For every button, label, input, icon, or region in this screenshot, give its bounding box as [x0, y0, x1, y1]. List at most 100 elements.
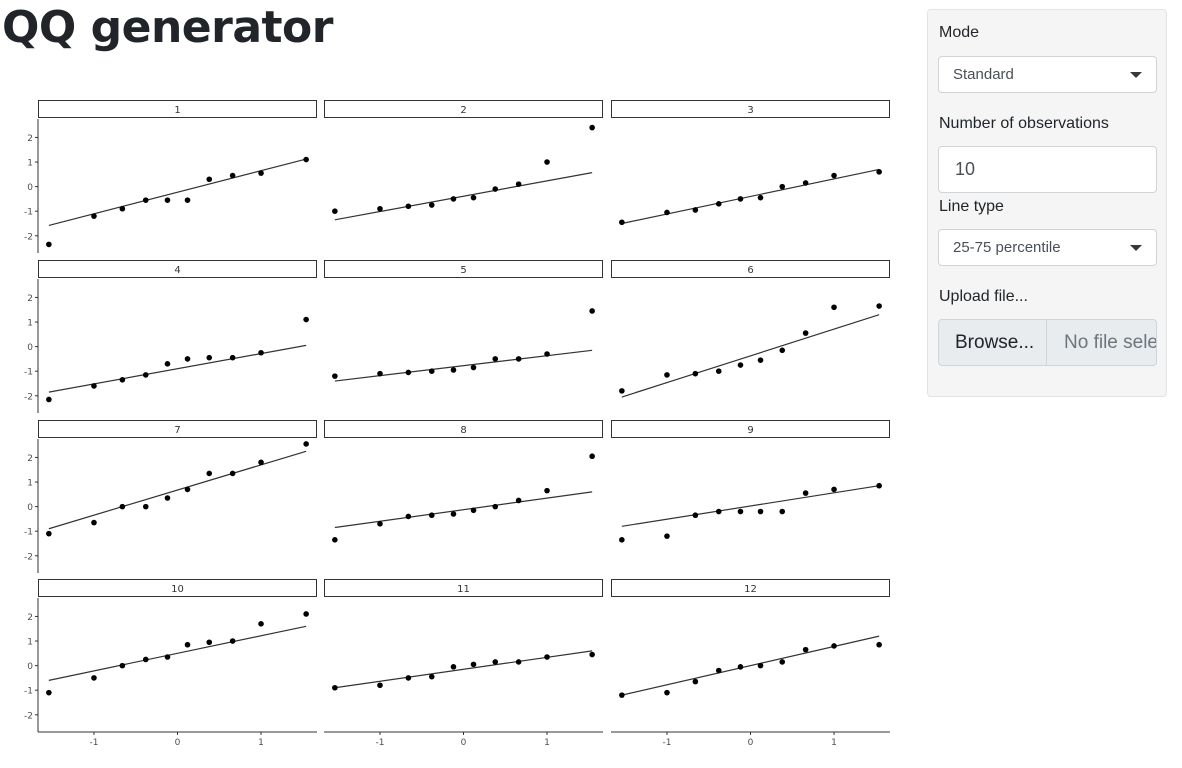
data-point	[119, 377, 126, 383]
data-point	[492, 659, 499, 665]
facet-strip	[611, 420, 890, 438]
qq-reference-line	[334, 349, 593, 382]
data-point	[332, 537, 338, 543]
y-tick-label: 2	[27, 134, 33, 144]
data-point	[91, 383, 97, 389]
facet-strip	[38, 579, 317, 597]
y-tick-label: 2	[27, 454, 33, 464]
chevron-down-icon	[1130, 245, 1142, 251]
qq-reference-line	[48, 344, 307, 393]
data-point	[715, 508, 722, 515]
data-point	[450, 367, 457, 373]
data-point	[405, 513, 412, 520]
data-point	[229, 638, 236, 644]
observations-label: Number of observations	[939, 115, 1109, 132]
qq-reference-line	[334, 172, 593, 221]
y-tick-label: 2	[27, 613, 33, 623]
data-point	[303, 611, 309, 617]
line-type-select[interactable]: 25-75 percentile	[938, 229, 1157, 266]
data-point	[737, 508, 744, 515]
qq-reference-line	[48, 158, 307, 227]
facet-strip	[611, 100, 890, 118]
data-point	[46, 530, 52, 537]
data-point	[664, 533, 670, 539]
data-point	[802, 330, 809, 336]
data-point	[515, 659, 522, 665]
data-point	[428, 368, 435, 375]
data-point	[428, 673, 435, 680]
data-point	[589, 308, 595, 314]
data-point	[737, 196, 744, 202]
data-point	[544, 487, 550, 494]
facet-strip-label: 11	[457, 584, 470, 595]
y-tick-label: 0	[27, 183, 33, 193]
y-tick-label: 1	[27, 319, 33, 329]
data-point	[757, 357, 764, 363]
data-point	[164, 197, 171, 203]
data-point	[184, 641, 191, 648]
data-point	[206, 470, 213, 477]
data-point	[757, 662, 764, 669]
y-tick-label: 1	[27, 479, 33, 489]
data-point	[619, 388, 625, 394]
y-tick-label: 0	[27, 662, 33, 672]
data-point	[470, 194, 477, 201]
x-tick-label: 0	[175, 738, 181, 748]
data-point	[589, 453, 595, 460]
data-point	[737, 362, 744, 368]
data-point	[470, 661, 477, 668]
facet-strip	[324, 260, 603, 278]
facet-strip	[38, 100, 317, 118]
data-point	[46, 396, 52, 403]
data-point	[589, 124, 595, 131]
data-point	[258, 621, 264, 627]
qq-reference-line	[621, 168, 880, 225]
data-point	[405, 675, 412, 681]
y-tick-label: -1	[24, 208, 33, 218]
data-point	[692, 370, 699, 377]
data-point	[876, 482, 882, 489]
data-point	[802, 646, 809, 653]
data-point	[757, 508, 764, 515]
y-tick-label: -1	[24, 687, 33, 697]
mode-label: Mode	[939, 24, 980, 41]
x-tick-label: -1	[89, 738, 98, 748]
data-point	[515, 356, 522, 362]
data-point	[470, 507, 477, 514]
data-point	[91, 519, 97, 526]
browse-button[interactable]: Browse...	[938, 319, 1046, 366]
data-point	[332, 684, 338, 691]
data-point	[258, 349, 264, 356]
data-point	[119, 205, 126, 212]
facet-strip-label: 4	[174, 265, 180, 276]
sidebar-panel: Mode Standard Number of observations 10 …	[927, 9, 1167, 397]
data-point	[377, 521, 383, 527]
line-type-select-value: 25-75 percentile	[953, 239, 1061, 256]
facet-strip-label: 3	[747, 105, 753, 116]
mode-select[interactable]: Standard	[938, 56, 1157, 93]
data-point	[332, 208, 338, 215]
data-point	[619, 219, 625, 226]
data-point	[515, 497, 522, 504]
data-point	[692, 207, 699, 213]
y-tick-label: 0	[27, 343, 33, 353]
data-point	[876, 303, 882, 309]
data-point	[164, 654, 171, 660]
qq-reference-line	[621, 314, 880, 398]
observations-input[interactable]: 10	[938, 146, 1157, 193]
facet-strip-label: 6	[747, 265, 753, 276]
data-point	[377, 370, 383, 377]
facet-strip	[324, 100, 603, 118]
data-point	[757, 194, 764, 201]
y-tick-label: -1	[24, 368, 33, 378]
data-point	[831, 486, 837, 493]
y-tick-label: -2	[24, 711, 33, 721]
data-point	[258, 459, 264, 466]
data-point	[664, 372, 670, 378]
x-tick-label: 1	[831, 738, 837, 748]
data-point	[91, 675, 97, 681]
data-point	[229, 354, 236, 361]
data-point	[142, 197, 149, 203]
facet-strip-label: 10	[171, 584, 184, 595]
